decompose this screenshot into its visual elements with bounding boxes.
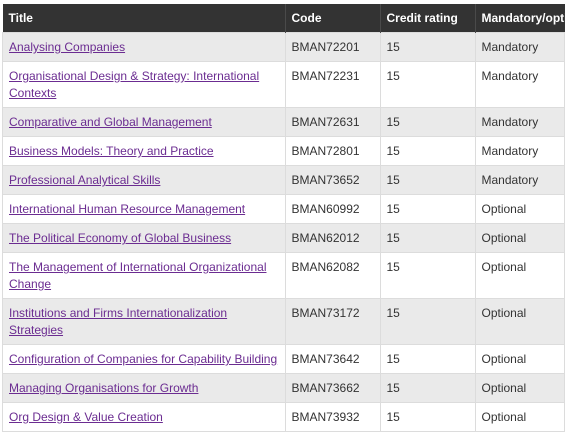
table-row: The Management of International Organiza…: [2, 252, 565, 299]
table-row: Organisational Design & Strategy: Intern…: [2, 61, 565, 108]
table-row: Managing Organisations for Growth BMAN73…: [2, 373, 565, 403]
credit-cell: 15: [379, 252, 476, 299]
mandatory-cell: Optional: [474, 298, 565, 345]
code-cell: BMAN73652: [284, 165, 381, 195]
course-title-link[interactable]: International Human Resource Management: [9, 202, 246, 216]
table-header-row: Title Code Credit rating Mandatory/optio…: [2, 4, 569, 33]
title-cell: Managing Organisations for Growth: [2, 373, 286, 403]
title-cell: The Political Economy of Global Business: [2, 223, 286, 253]
course-units-table: Title Code Credit rating Mandatory/optio…: [2, 4, 569, 432]
code-cell: BMAN62012: [284, 223, 381, 253]
course-title-link[interactable]: Comparative and Global Management: [9, 115, 212, 129]
table-row: Business Models: Theory and Practice BMA…: [2, 136, 565, 166]
code-cell: BMAN73662: [284, 373, 381, 403]
code-cell: BMAN73932: [284, 402, 381, 432]
course-title-link[interactable]: Analysing Companies: [9, 40, 126, 54]
credit-cell: 15: [379, 165, 476, 195]
credit-cell: 15: [379, 373, 476, 403]
mandatory-cell: Mandatory: [474, 136, 565, 166]
code-cell: BMAN72801: [284, 136, 381, 166]
mandatory-cell: Optional: [474, 402, 565, 432]
code-cell: BMAN72231: [284, 61, 381, 108]
title-cell: Institutions and Firms Internationalizat…: [2, 298, 286, 345]
credit-cell: 15: [379, 298, 476, 345]
course-title-link[interactable]: Professional Analytical Skills: [9, 173, 161, 187]
mandatory-cell: Mandatory: [474, 107, 565, 137]
table-row: Comparative and Global Management BMAN72…: [2, 107, 565, 137]
table-row: International Human Resource Management …: [2, 194, 565, 224]
title-cell: The Management of International Organiza…: [2, 252, 286, 299]
code-cell: BMAN72201: [284, 32, 381, 62]
table-row: Analysing Companies BMAN72201 15 Mandato…: [2, 32, 565, 62]
code-cell: BMAN72631: [284, 107, 381, 137]
credit-cell: 15: [379, 402, 476, 432]
credit-cell: 15: [379, 194, 476, 224]
course-title-link[interactable]: The Management of International Organiza…: [9, 260, 267, 291]
table-row: The Political Economy of Global Business…: [2, 223, 565, 253]
mandatory-cell: Mandatory: [474, 61, 565, 108]
code-cell: BMAN60992: [284, 194, 381, 224]
code-cell: BMAN62082: [284, 252, 381, 299]
course-title-link[interactable]: Managing Organisations for Growth: [9, 381, 199, 395]
course-title-link[interactable]: Configuration of Companies for Capabilit…: [9, 352, 278, 366]
mandatory-cell: Optional: [474, 223, 565, 253]
course-title-link[interactable]: Organisational Design & Strategy: Intern…: [9, 69, 260, 100]
header-credit-rating: Credit rating: [380, 4, 476, 33]
title-cell: Comparative and Global Management: [2, 107, 286, 137]
title-cell: Configuration of Companies for Capabilit…: [2, 344, 286, 374]
credit-cell: 15: [379, 136, 476, 166]
credit-cell: 15: [379, 223, 476, 253]
mandatory-cell: Optional: [474, 194, 565, 224]
title-cell: Analysing Companies: [2, 32, 286, 62]
credit-cell: 15: [379, 107, 476, 137]
title-cell: Organisational Design & Strategy: Intern…: [2, 61, 286, 108]
course-title-link[interactable]: The Political Economy of Global Business: [9, 231, 232, 245]
title-cell: Org Design & Value Creation: [2, 402, 286, 432]
title-cell: Professional Analytical Skills: [2, 165, 286, 195]
header-title: Title: [2, 4, 286, 33]
title-cell: Business Models: Theory and Practice: [2, 136, 286, 166]
code-cell: BMAN73642: [284, 344, 381, 374]
mandatory-cell: Optional: [474, 373, 565, 403]
title-cell: International Human Resource Management: [2, 194, 286, 224]
course-title-link[interactable]: Business Models: Theory and Practice: [9, 144, 214, 158]
credit-cell: 15: [379, 344, 476, 374]
table-row: Configuration of Companies for Capabilit…: [2, 344, 565, 374]
credit-cell: 15: [379, 61, 476, 108]
table-row: Org Design & Value Creation BMAN73932 15…: [2, 402, 565, 432]
table-row: Professional Analytical Skills BMAN73652…: [2, 165, 565, 195]
code-cell: BMAN73172: [284, 298, 381, 345]
mandatory-cell: Mandatory: [474, 32, 565, 62]
mandatory-cell: Optional: [474, 344, 565, 374]
header-mandatory-optional: Mandatory/optional: [475, 4, 569, 33]
course-title-link[interactable]: Institutions and Firms Internationalizat…: [9, 306, 228, 337]
course-title-link[interactable]: Org Design & Value Creation: [9, 410, 163, 424]
header-code: Code: [285, 4, 381, 33]
mandatory-cell: Optional: [474, 252, 565, 299]
credit-cell: 15: [379, 32, 476, 62]
mandatory-cell: Mandatory: [474, 165, 565, 195]
table-row: Institutions and Firms Internationalizat…: [2, 298, 565, 345]
